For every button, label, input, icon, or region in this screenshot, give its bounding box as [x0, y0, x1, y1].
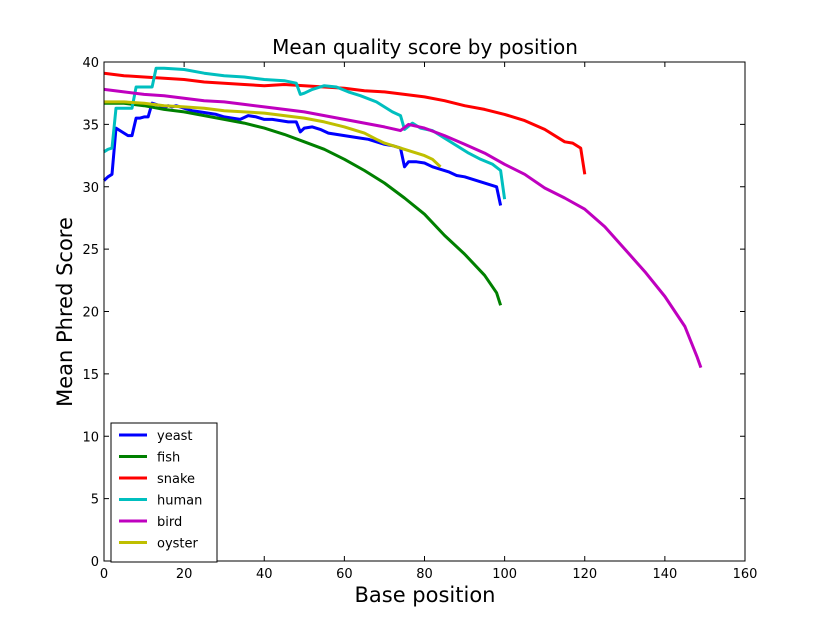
x-tick-label: 140 — [652, 567, 677, 582]
legend-label-human: human — [157, 494, 202, 509]
y-tick-label: 35 — [82, 118, 99, 133]
x-tick-label: 160 — [733, 567, 758, 582]
series-line-oyster — [104, 100, 442, 168]
legend-label-bird: bird — [157, 515, 182, 530]
y-tick-label: 15 — [82, 368, 99, 383]
x-tick-label: 80 — [416, 567, 433, 582]
legend-label-snake: snake — [157, 472, 195, 487]
x-tick-label: 40 — [256, 567, 273, 582]
legend: yeast fish snake human bird oyster — [110, 422, 218, 563]
x-tick-label: 60 — [336, 567, 353, 582]
legend-box — [110, 422, 218, 563]
series-line-snake — [103, 71, 587, 175]
x-tick-label: 0 — [100, 567, 108, 582]
y-tick-label: 5 — [91, 493, 99, 508]
y-tick-label: 20 — [82, 306, 99, 321]
y-tick-label: 30 — [82, 181, 99, 196]
y-tick-label: 0 — [91, 555, 99, 570]
legend-label-fish: fish — [157, 451, 180, 466]
y-axis-title: Mean Phred Score — [53, 217, 77, 407]
series-line-yeast — [102, 101, 503, 206]
x-axis-title: Base position — [355, 583, 496, 607]
legend-label-yeast: yeast — [157, 429, 193, 444]
series-line-fish — [104, 101, 503, 306]
x-tick-label: 120 — [572, 567, 597, 582]
x-tick-label: 100 — [492, 567, 517, 582]
ticks-layer: 0 20 40 60 80 100 120 140 160 0 5 10 15 20 25 30 35 40 — [82, 56, 757, 582]
y-tick-label: 40 — [82, 56, 99, 71]
x-tick-label: 20 — [176, 567, 193, 582]
series-line-bird — [103, 87, 703, 369]
chart-title: Mean quality score by position — [272, 35, 578, 59]
y-tick-label: 10 — [82, 430, 99, 445]
legend-label-oyster: oyster — [157, 537, 199, 552]
series-layer — [102, 66, 703, 369]
y-tick-label: 25 — [82, 243, 99, 258]
